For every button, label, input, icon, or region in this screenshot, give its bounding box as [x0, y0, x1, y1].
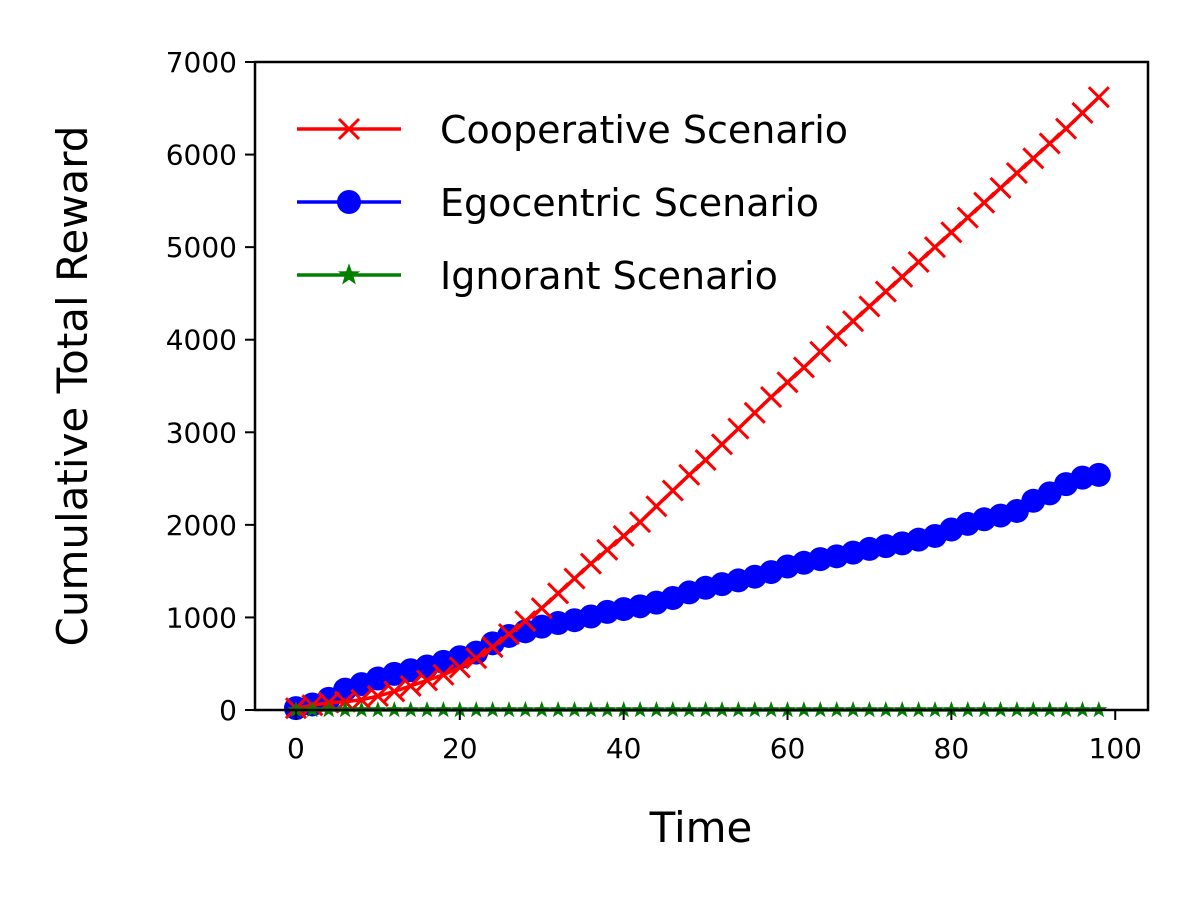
data-point — [383, 680, 406, 703]
y-tick-label: 6000 — [166, 139, 237, 172]
data-point — [399, 674, 422, 697]
y-axis-ticks: 0 1000 2000 3000 4000 5000 6000 7000 — [166, 46, 255, 727]
legend-entry: Egocentric Scenario — [297, 181, 819, 225]
x-tick-label: 40 — [606, 732, 642, 765]
data-point — [465, 647, 488, 670]
y-tick-label: 2000 — [166, 509, 237, 542]
plot-marks — [283, 86, 1111, 721]
x-tick-label: 60 — [770, 732, 806, 765]
legend-marker — [337, 190, 361, 214]
y-tick-label: 5000 — [166, 231, 237, 264]
y-tick-label: 4000 — [166, 324, 237, 357]
data-point — [432, 663, 455, 686]
data-point — [612, 524, 635, 548]
legend-label: Egocentric Scenario — [440, 181, 819, 225]
data-point — [514, 610, 537, 633]
legend-marker — [337, 117, 361, 141]
data-point — [497, 623, 521, 646]
legend-marker — [337, 263, 361, 285]
x-axis-title: Time — [649, 803, 753, 852]
y-axis-title: Cumulative Total Reward — [48, 126, 97, 647]
legend-label: Cooperative Scenario — [440, 108, 848, 152]
data-point — [1086, 462, 1111, 487]
x-tick-label: 20 — [442, 732, 478, 765]
x-axis-ticks: 0 20 40 60 80 100 — [287, 710, 1142, 765]
plot-frame — [253, 60, 1150, 712]
legend: Cooperative Scenario Egocentric Scenario I… — [297, 108, 848, 298]
data-point — [596, 538, 619, 561]
data-point — [1087, 86, 1110, 109]
y-tick-label: 7000 — [166, 46, 237, 79]
y-tick-label: 3000 — [166, 416, 237, 449]
legend-label: Ignorant Scenario — [440, 254, 778, 298]
x-tick-label: 100 — [1089, 732, 1142, 765]
y-tick-label: 1000 — [166, 601, 237, 634]
data-point — [350, 688, 373, 711]
y-tick-label: 0 — [219, 694, 237, 727]
data-point — [579, 552, 602, 575]
data-point — [481, 635, 504, 659]
data-point — [448, 656, 471, 679]
series-0 — [284, 86, 1110, 720]
data-point — [366, 685, 389, 708]
x-tick-label: 0 — [287, 732, 305, 765]
x-tick-label: 80 — [934, 732, 970, 765]
legend-entry: Ignorant Scenario — [297, 254, 778, 298]
legend-entry: Cooperative Scenario — [297, 108, 848, 152]
data-point — [415, 669, 439, 692]
